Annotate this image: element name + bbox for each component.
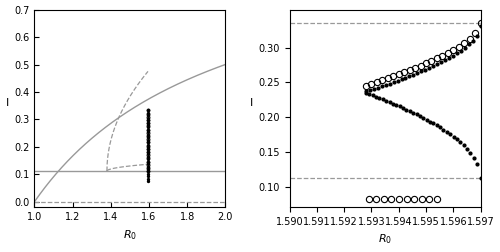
X-axis label: $R_0$: $R_0$ [378, 233, 392, 246]
X-axis label: $R_0$: $R_0$ [123, 228, 137, 242]
Y-axis label: I: I [250, 99, 253, 108]
Y-axis label: I: I [6, 99, 9, 108]
